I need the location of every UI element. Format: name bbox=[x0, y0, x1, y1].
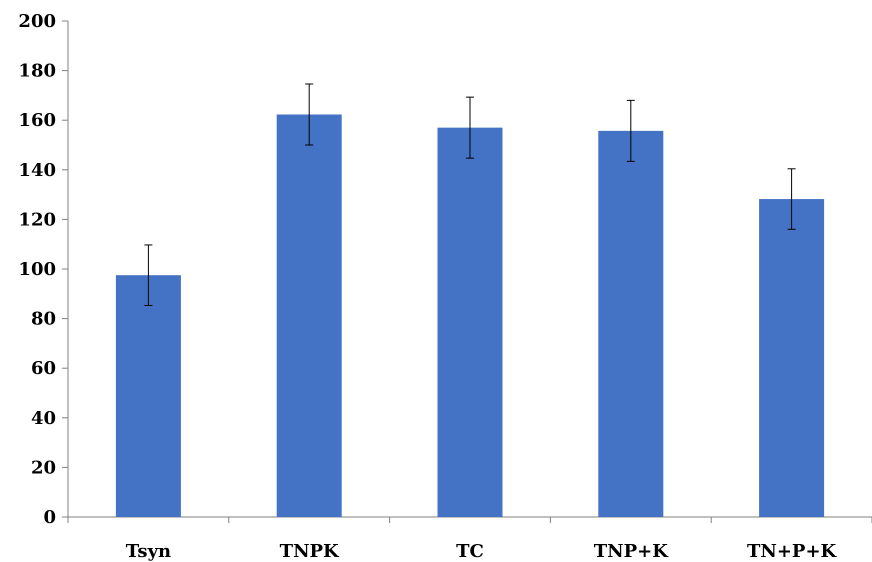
y-tick-label: 20 bbox=[31, 457, 56, 478]
y-tick-label: 120 bbox=[18, 209, 56, 230]
bars bbox=[115, 114, 825, 517]
y-tick-label: 140 bbox=[18, 160, 56, 181]
bar-tsyn bbox=[115, 275, 181, 517]
y-tick-label: 100 bbox=[18, 259, 56, 280]
x-tick-label: TNP+K bbox=[594, 541, 669, 562]
y-tick-label: 80 bbox=[31, 309, 56, 330]
error-bars bbox=[144, 83, 796, 306]
bar-tnpk bbox=[276, 114, 342, 517]
x-tick-label: TC bbox=[456, 541, 484, 562]
y-tick-label: 40 bbox=[31, 408, 56, 429]
bar-tnp-k bbox=[598, 130, 664, 517]
x-axis: Tsyn TNPK TC TNP+K TN+P+K bbox=[67, 516, 872, 562]
y-tick-label: 60 bbox=[31, 358, 56, 379]
x-tick-label: Tsyn bbox=[126, 541, 171, 562]
y-tick-label: 160 bbox=[18, 110, 56, 131]
bar-tc bbox=[437, 127, 503, 517]
x-tick-label: TN+P+K bbox=[747, 541, 838, 562]
bar-tn-p-k bbox=[759, 199, 825, 517]
y-tick-label: 180 bbox=[18, 61, 56, 82]
y-tick-label: 200 bbox=[18, 11, 56, 32]
y-tick-label: 0 bbox=[43, 507, 56, 528]
y-axis: 0 20 40 60 80 100 120 140 160 180 200 bbox=[18, 11, 69, 528]
x-tick-label: TNPK bbox=[280, 541, 340, 562]
